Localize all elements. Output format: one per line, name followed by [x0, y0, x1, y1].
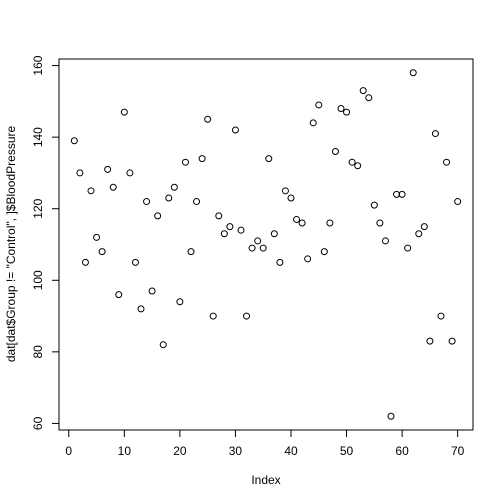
point — [209, 312, 217, 320]
point — [187, 248, 195, 256]
point — [226, 223, 234, 231]
y-tick-label: 60 — [31, 416, 45, 430]
point — [415, 230, 423, 238]
point — [354, 162, 362, 170]
point — [281, 187, 289, 195]
plot-frame — [58, 58, 474, 431]
point — [270, 230, 278, 238]
x-tick-label: 20 — [173, 444, 187, 458]
point — [143, 198, 151, 206]
point — [126, 169, 134, 177]
point — [137, 305, 145, 313]
point — [276, 258, 284, 266]
point — [248, 244, 256, 252]
x-tick-label: 60 — [395, 444, 409, 458]
point — [265, 155, 273, 163]
point — [193, 198, 201, 206]
point — [320, 248, 328, 256]
point — [204, 115, 212, 123]
point — [109, 183, 117, 191]
point — [115, 291, 123, 299]
point — [259, 244, 267, 252]
point — [159, 341, 167, 349]
point — [431, 130, 439, 138]
point — [359, 87, 367, 95]
point — [398, 190, 406, 198]
y-tick-label: 80 — [31, 345, 45, 359]
point — [76, 169, 84, 177]
point — [176, 298, 184, 306]
point — [154, 212, 162, 220]
point — [81, 258, 89, 266]
point — [337, 105, 345, 113]
point — [365, 94, 373, 102]
point — [443, 158, 451, 166]
point — [165, 194, 173, 202]
point — [243, 312, 251, 320]
x-tick-label: 40 — [284, 444, 298, 458]
point — [343, 108, 351, 116]
point — [304, 255, 312, 263]
x-tick-label: 10 — [118, 444, 132, 458]
point — [426, 337, 434, 345]
point — [437, 312, 445, 320]
point — [87, 187, 95, 195]
y-axis-label: dat[dat$Group != "Control", ]$BloodPress… — [4, 126, 18, 363]
x-tick-label: 70 — [451, 444, 465, 458]
y-tick-label: 120 — [31, 198, 45, 218]
point — [254, 237, 262, 245]
point — [120, 108, 128, 116]
point — [381, 237, 389, 245]
point — [348, 158, 356, 166]
x-tick-label: 50 — [340, 444, 354, 458]
point — [148, 287, 156, 295]
point — [370, 201, 378, 209]
point — [404, 244, 412, 252]
point — [104, 165, 112, 173]
y-tick-label: 140 — [31, 127, 45, 147]
point — [326, 219, 334, 227]
point — [131, 258, 139, 266]
point — [298, 219, 306, 227]
point — [448, 337, 456, 345]
y-tick-label: 100 — [31, 270, 45, 290]
point — [387, 412, 395, 420]
point — [409, 69, 417, 77]
point — [309, 119, 317, 127]
point — [231, 126, 239, 134]
point — [70, 137, 78, 145]
point — [315, 101, 323, 109]
point — [420, 223, 428, 231]
point — [293, 215, 301, 223]
x-tick-label: 30 — [229, 444, 243, 458]
point — [215, 212, 223, 220]
point — [287, 194, 295, 202]
point — [98, 248, 106, 256]
point — [181, 158, 189, 166]
x-axis-label: Index — [251, 473, 280, 487]
point — [220, 230, 228, 238]
y-tick-label: 160 — [31, 55, 45, 75]
x-tick-label: 0 — [65, 444, 72, 458]
point — [170, 183, 178, 191]
point — [198, 155, 206, 163]
point — [237, 226, 245, 234]
point — [376, 219, 384, 227]
point — [331, 147, 339, 155]
point — [93, 233, 101, 241]
point — [454, 198, 462, 206]
